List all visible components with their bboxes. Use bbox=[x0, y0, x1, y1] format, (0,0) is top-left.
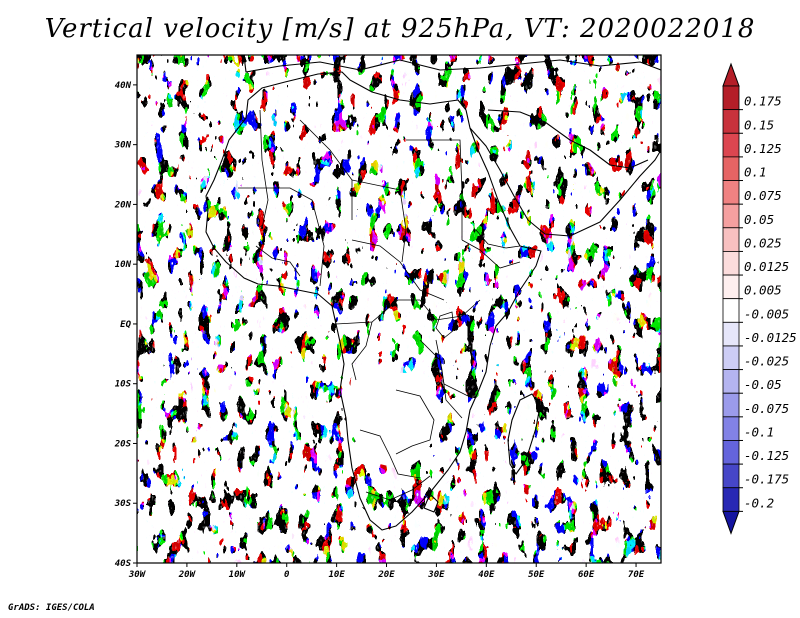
colorbar-label: -0.075 bbox=[744, 401, 789, 416]
lon-tick-label: 20W bbox=[178, 570, 197, 580]
colorbar-label: 0.025 bbox=[744, 235, 782, 250]
lon-tick-label: 50E bbox=[528, 570, 545, 580]
colorbar-swatch bbox=[722, 203, 740, 229]
colorbar-label: 0.075 bbox=[744, 188, 782, 203]
colorbar-swatch bbox=[722, 227, 740, 252]
lat-tick-label: 30N bbox=[114, 141, 132, 151]
lon-tick-label: 30W bbox=[128, 570, 147, 580]
colorbar-legend: 0.175 0.15 0.125 0.1 0.075 0.05 0.025 0.0125 0.0… bbox=[722, 62, 797, 535]
colorbar-label: 0.175 bbox=[744, 94, 782, 109]
colorbar-swatch bbox=[722, 156, 740, 181]
coastlines bbox=[205, 55, 662, 531]
colorbar-swatch bbox=[722, 440, 740, 465]
colorbar-swatch bbox=[722, 298, 740, 323]
lon-tick-label: 30E bbox=[427, 570, 445, 580]
velocity-field bbox=[137, 55, 661, 563]
lon-tick-label: 10E bbox=[328, 570, 345, 580]
colorbar-label: -0.025 bbox=[744, 354, 789, 369]
masked-terrain-region bbox=[348, 362, 442, 470]
lat-tick-label: 30S bbox=[114, 499, 132, 509]
longitude-axis: 30W 20W 10W 0 10E 20E 30E 40E 50E 60E 70E bbox=[128, 563, 645, 580]
lat-tick-label: 10S bbox=[115, 380, 132, 390]
lat-tick-label: 40N bbox=[115, 81, 132, 91]
colorbar-swatch bbox=[722, 463, 740, 489]
colorbar-swatch bbox=[722, 416, 740, 441]
colorbar-label: -0.05 bbox=[744, 377, 782, 392]
lat-tick-label: 20S bbox=[114, 439, 132, 449]
colorbar-swatch bbox=[722, 487, 740, 512]
colorbar-swatch bbox=[722, 132, 740, 158]
colorbar-swatch bbox=[722, 345, 740, 370]
colorbar-label: -0.2 bbox=[744, 495, 774, 510]
lon-tick-label: 70E bbox=[628, 570, 645, 580]
country-borders bbox=[238, 109, 521, 501]
colorbar-label: 0.05 bbox=[744, 212, 774, 227]
colorbar-swatch bbox=[722, 251, 740, 276]
colorbar-top-arrow bbox=[722, 62, 740, 87]
colorbar-label: -0.175 bbox=[744, 472, 789, 487]
colorbar-swatch bbox=[722, 180, 740, 205]
colorbar-swatch bbox=[722, 392, 740, 418]
colorbar-label: -0.005 bbox=[744, 306, 789, 321]
colorbar-swatch bbox=[722, 85, 740, 111]
latitude-axis: 40N 30N 20N 10N EQ 10S 20S 30S 40S bbox=[114, 81, 137, 569]
lon-tick-label: 0 bbox=[284, 570, 290, 580]
colorbar-label: 0.005 bbox=[744, 283, 782, 298]
colorbar-swatch bbox=[722, 369, 740, 394]
chart-title: Vertical velocity [m/s] at 925hPa, VT: 2… bbox=[44, 14, 756, 44]
colorbar-label: 0.15 bbox=[744, 117, 774, 132]
lat-tick-label: 10N bbox=[115, 260, 132, 270]
colorbar-swatch bbox=[722, 274, 740, 300]
lon-tick-label: 20E bbox=[377, 570, 395, 580]
colorbar-swatch bbox=[722, 109, 740, 134]
colorbar-swatch bbox=[722, 321, 740, 347]
lon-tick-label: 40E bbox=[478, 570, 495, 580]
colorbar-label: -0.125 bbox=[744, 448, 789, 463]
grads-credit: GrADS: IGES/COLA bbox=[8, 603, 95, 613]
colorbar-label: 0.0125 bbox=[744, 259, 789, 274]
lon-tick-label: 60E bbox=[578, 570, 595, 580]
colorbar-label: 0.125 bbox=[744, 141, 782, 156]
lat-tick-label: 40S bbox=[115, 559, 132, 569]
lon-tick-label: 10W bbox=[229, 570, 247, 580]
plot-frame bbox=[136, 54, 662, 564]
colorbar-label: -0.1 bbox=[744, 424, 774, 439]
colorbar-label: -0.0125 bbox=[744, 330, 797, 345]
lat-tick-label: 20N bbox=[114, 200, 132, 210]
lat-tick-label: EQ bbox=[120, 320, 131, 330]
colorbar-label: 0.1 bbox=[744, 165, 767, 180]
colorbar-bottom-arrow bbox=[722, 510, 740, 535]
